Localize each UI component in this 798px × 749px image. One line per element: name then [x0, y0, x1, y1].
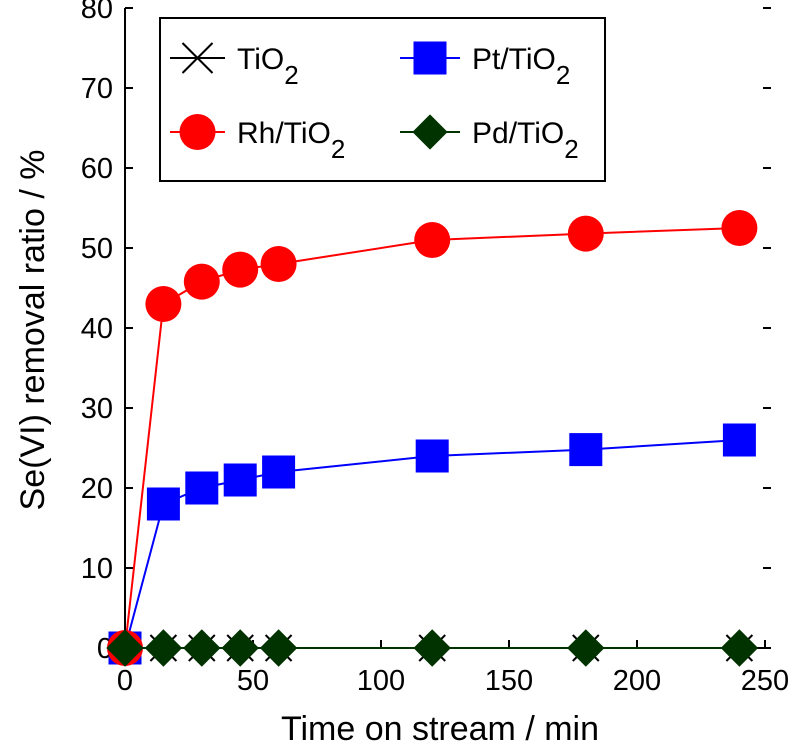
data-point-diamond [221, 629, 259, 667]
data-point-diamond [412, 114, 448, 150]
legend-entry: TiO2 [170, 42, 299, 90]
data-point-diamond [413, 629, 451, 667]
x-tick-label: 0 [117, 665, 133, 697]
data-point-square [146, 487, 180, 521]
data-point-square [722, 423, 756, 457]
data-point-circle [414, 222, 451, 258]
series-layer [106, 210, 759, 667]
data-point-square [415, 439, 449, 473]
data-point-circle [222, 251, 259, 288]
y-tick-label: 40 [81, 313, 113, 345]
data-point-circle [183, 263, 220, 300]
y-tick-label: 30 [81, 393, 113, 425]
x-tick-label: 250 [741, 665, 789, 697]
legend-label: Pd/TiO2 [472, 117, 579, 164]
series-rh-tio [107, 210, 758, 666]
data-point-x [181, 42, 214, 74]
y-tick-label: 50 [81, 233, 113, 265]
data-point-square [223, 463, 257, 497]
data-point-square [185, 471, 219, 505]
y-tick-label: 20 [81, 473, 113, 505]
data-point-circle [567, 215, 604, 252]
data-point-square [569, 433, 603, 467]
x-tick-label: 150 [485, 665, 533, 697]
data-point-diamond [567, 629, 605, 667]
data-point-circle [260, 246, 297, 282]
legend-label: Pt/TiO2 [472, 43, 570, 90]
data-point-x-stroke [181, 42, 214, 74]
legend-label: TiO2 [237, 43, 299, 90]
data-point-square [262, 455, 296, 489]
x-tick-label: 100 [357, 665, 405, 697]
y-tick-label: 70 [81, 73, 113, 105]
data-point-diamond [720, 629, 759, 667]
legend-label: Rh/TiO2 [237, 117, 345, 164]
data-point-circle [145, 286, 182, 322]
data-point-square [413, 41, 447, 75]
x-tick-label: 50 [237, 665, 269, 697]
series-pt-tio [108, 423, 756, 665]
data-point-diamond [144, 629, 183, 667]
legend-entry: Pd/TiO2 [400, 114, 579, 164]
y-tick-label: 80 [81, 0, 113, 25]
series-pd-tio [106, 629, 759, 667]
data-point-diamond [106, 629, 144, 667]
series-line [124, 227, 740, 649]
legend-entry: Pt/TiO2 [400, 41, 570, 90]
data-point-diamond [183, 629, 221, 667]
y-axis-title: Se(VI) removal ratio / % [14, 150, 52, 511]
legend-box [159, 17, 606, 182]
data-point-diamond [259, 629, 298, 667]
x-tick-label: 200 [613, 665, 661, 697]
x-axis-title: Time on stream / min [281, 710, 599, 748]
data-point-circle [179, 114, 216, 150]
y-tick-label: 10 [81, 553, 113, 585]
data-point-circle [721, 210, 758, 246]
y-tick-label: 60 [81, 153, 113, 185]
legend: TiO2 Pt/TiO2 Rh/TiO2 Pd/TiO2 [159, 17, 606, 182]
legend-entry: Rh/TiO2 [170, 114, 345, 164]
